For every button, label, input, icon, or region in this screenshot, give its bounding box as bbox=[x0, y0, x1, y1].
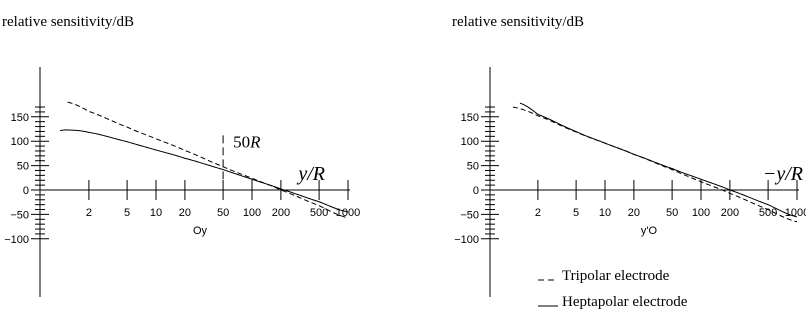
chart-left-x-tick-label: 200 bbox=[272, 207, 290, 219]
legend: Tripolar electrode Heptapolar electrode bbox=[538, 268, 688, 310]
chart-left-x-tick-label: 100 bbox=[243, 207, 261, 219]
chart-left-y-tick-label: 50 bbox=[17, 161, 29, 173]
chart-right-x-tick-label: 2 bbox=[535, 207, 541, 219]
chart-left-x-tick-label: 10 bbox=[150, 207, 162, 219]
chart-right-xaxis-label: −y/R bbox=[763, 163, 803, 185]
chart-right-x-tick-label: 100 bbox=[692, 207, 710, 219]
legend-item-heptapolar: Heptapolar electrode bbox=[538, 294, 688, 310]
chart-right-y-tick-label: 50 bbox=[467, 161, 479, 173]
chart-right-x-tick-label: 10 bbox=[599, 207, 611, 219]
chart-right-y-tick-label: −50 bbox=[460, 209, 479, 221]
chart-left-x-tick-label: 20 bbox=[179, 207, 191, 219]
chart-left-series bbox=[59, 101, 349, 219]
chart-left-y-tick-label: −100 bbox=[4, 234, 29, 246]
chart-right: relative sensitivity/dB 150100500−50−100… bbox=[452, 14, 806, 310]
chart-left-x-tick-label: 2 bbox=[86, 207, 92, 219]
chart-left-y-tick-label: −50 bbox=[10, 209, 29, 221]
chart-left-y-tick-label: 100 bbox=[11, 136, 29, 148]
chart-left-series-solid bbox=[59, 129, 349, 213]
chart-left-50r-label: 50R bbox=[233, 132, 261, 151]
chart-right-x-tick-label: 500 bbox=[759, 207, 777, 219]
chart-right-x-tick-label: 200 bbox=[721, 207, 739, 219]
chart-right-x-tick-label: 1000 bbox=[785, 207, 806, 219]
chart-right-series bbox=[512, 102, 798, 223]
chart-right-series-solid bbox=[519, 102, 798, 218]
chart-left-ylabel: relative sensitivity/dB bbox=[2, 14, 134, 30]
chart-left-x-tick-label: 1000 bbox=[336, 207, 360, 219]
chart-left-y-tick-label: 0 bbox=[23, 185, 29, 197]
legend-item-tripolar: Tripolar electrode bbox=[538, 268, 670, 284]
legend-label-heptapolar: Heptapolar electrode bbox=[562, 294, 688, 310]
chart-left-series-dashed bbox=[67, 101, 349, 219]
chart-left: relative sensitivity/dB 150100500−50−100… bbox=[2, 14, 360, 297]
chart-right-x-tick-label: 5 bbox=[573, 207, 579, 219]
chart-right-y-tick-label: 0 bbox=[473, 185, 479, 197]
chart-right-xaxis-sublabel: y'O bbox=[641, 225, 658, 237]
chart-right-series-dashed bbox=[512, 106, 798, 223]
chart-right-y-tick-label: 100 bbox=[461, 136, 479, 148]
chart-left-x-tick-label: 500 bbox=[310, 207, 328, 219]
legend-label-tripolar: Tripolar electrode bbox=[562, 268, 670, 284]
chart-right-ylabel: relative sensitivity/dB bbox=[452, 14, 584, 30]
chart-right-y-tick-label: 150 bbox=[461, 112, 479, 124]
chart-right-y-tick-label: −100 bbox=[454, 234, 479, 246]
chart-left-xaxis-sublabel: Oy bbox=[193, 225, 208, 237]
chart-left-y-tick-label: 150 bbox=[11, 112, 29, 124]
chart-left-x-tick-label: 5 bbox=[124, 207, 130, 219]
chart-left-xaxis-label: y/R bbox=[296, 163, 325, 185]
chart-left-x-tick-label: 50 bbox=[217, 207, 229, 219]
chart-right-x-tick-label: 20 bbox=[628, 207, 640, 219]
chart-right-x-tick-label: 50 bbox=[666, 207, 678, 219]
